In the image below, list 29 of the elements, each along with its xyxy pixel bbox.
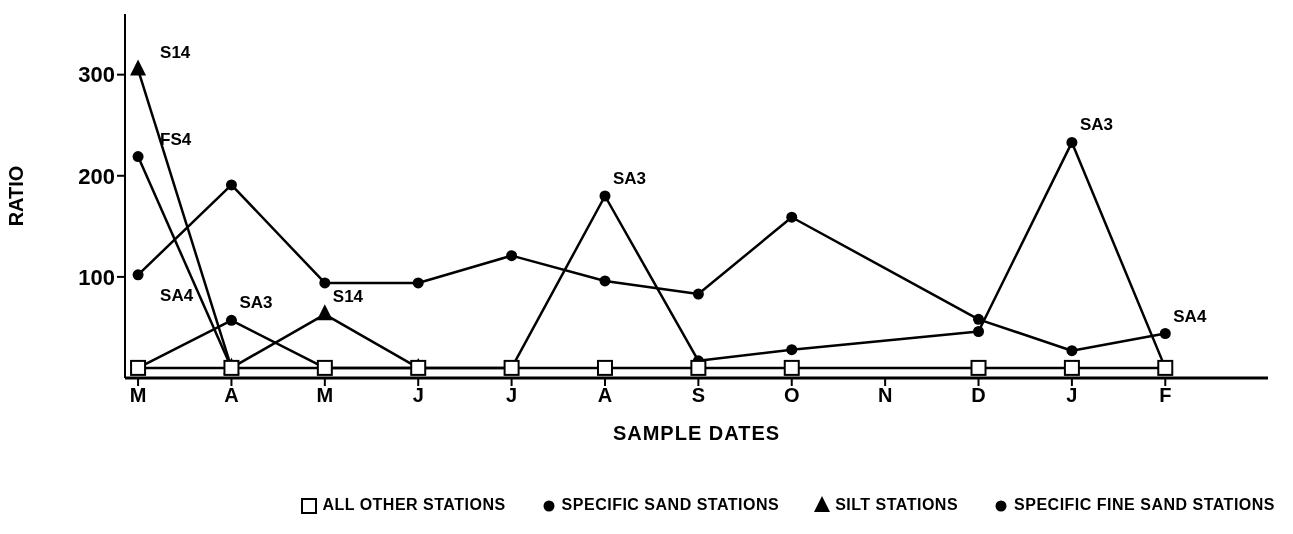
data-label: SA3: [1079, 115, 1113, 135]
legend-label: SPECIFIC SAND STATIONS: [561, 496, 780, 514]
x-tick-label: A: [597, 384, 613, 407]
y-axis-title: RATIO: [5, 165, 28, 227]
x-tick-label: A: [224, 384, 239, 407]
x-tick-label: O: [783, 384, 800, 407]
x-tick-label: J: [506, 384, 518, 407]
data-label: SA3: [612, 169, 647, 188]
y-tick-label: 200: [78, 163, 115, 189]
x-tick-label: M: [129, 384, 147, 407]
x-tick-label: M: [316, 384, 334, 407]
y-tick-label: 100: [78, 264, 115, 290]
x-tick-label: N: [877, 384, 893, 407]
data-label: S14: [160, 42, 191, 62]
x-tick-label: F: [1159, 384, 1172, 407]
data-label: SA3: [239, 293, 273, 313]
data-label: S14: [332, 287, 364, 307]
x-axis-title: SAMPLE DATES: [612, 422, 781, 444]
x-tick-label: J: [412, 384, 424, 407]
data-label: SA4: [1173, 306, 1207, 326]
data-label: FS4: [160, 129, 192, 149]
legend-label: SILT STATIONS: [835, 496, 959, 514]
data-label: SA4: [160, 285, 194, 305]
x-tick-label: S: [691, 384, 706, 407]
legend-label: SPECIFIC FINE SAND STATIONS: [1014, 496, 1275, 514]
x-tick-label: J: [1066, 384, 1078, 407]
x-tick-label: D: [971, 384, 986, 407]
y-tick-label: 300: [78, 62, 115, 88]
legend-label: ALL OTHER STATIONS: [322, 496, 506, 514]
